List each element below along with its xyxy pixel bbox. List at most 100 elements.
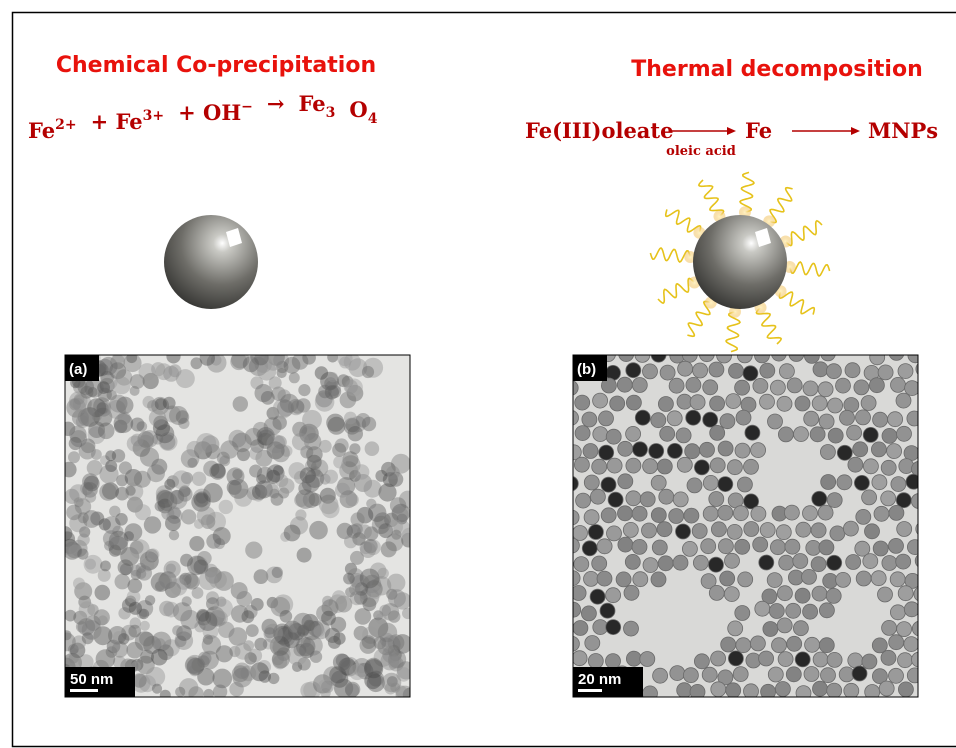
- nanoparticle: [931, 588, 946, 603]
- nanoparticle: [771, 346, 786, 361]
- nanoparticle: [923, 350, 938, 365]
- particle: [232, 433, 252, 453]
- nanoparticle: [852, 666, 867, 681]
- subscript: 3: [326, 105, 336, 121]
- panel-label: (b): [577, 361, 596, 378]
- nanoparticle: [733, 506, 748, 521]
- nanoparticle: [905, 381, 920, 396]
- nanoparticle: [606, 654, 621, 669]
- particle: [365, 658, 383, 676]
- nanoparticle: [803, 381, 818, 396]
- nanoparticle: [811, 523, 826, 538]
- nanoparticle: [606, 620, 621, 635]
- nanoparticle: [632, 539, 647, 554]
- nanoparticle: [819, 638, 834, 653]
- nanoparticle: [735, 443, 750, 458]
- particle: [344, 535, 357, 548]
- nanoparticle: [574, 457, 589, 472]
- equation-term: + Fe: [91, 109, 143, 134]
- particle: [382, 673, 402, 693]
- ligand-chain: [726, 312, 740, 352]
- nanoparticle: [896, 393, 911, 408]
- particle: [198, 612, 217, 631]
- particle: [349, 584, 360, 595]
- nanoparticle: [898, 586, 913, 601]
- particle: [131, 418, 145, 432]
- nanoparticle: [865, 524, 880, 539]
- particle: [272, 650, 290, 668]
- particle: [98, 615, 108, 625]
- particle: [96, 649, 116, 669]
- particle: [95, 585, 111, 601]
- nanoparticle: [660, 426, 675, 441]
- nanoparticle: [854, 475, 869, 490]
- nanoparticle: [846, 555, 861, 570]
- particle: [145, 595, 155, 605]
- nanoparticle: [667, 443, 682, 458]
- nanoparticle: [796, 686, 811, 701]
- nanoparticle: [856, 509, 871, 524]
- nanoparticle: [836, 572, 851, 587]
- nanoparticle: [660, 365, 675, 380]
- nanoparticle: [862, 654, 877, 669]
- nanoparticle: [891, 377, 906, 392]
- nanoparticle: [931, 363, 946, 378]
- particle: [232, 665, 249, 682]
- particle: [173, 602, 192, 621]
- nanoparticle: [882, 556, 897, 571]
- nanoparticle: [626, 458, 641, 473]
- nanoparticle: [652, 540, 667, 555]
- particle: [242, 610, 255, 623]
- particle: [78, 408, 96, 426]
- particle: [386, 466, 400, 480]
- nanoparticle: [572, 651, 587, 666]
- nanoparticle: [693, 363, 708, 378]
- nanoparticle: [930, 395, 945, 410]
- nanoparticle: [803, 506, 818, 521]
- nanoparticle: [670, 666, 685, 681]
- particle: [189, 536, 204, 551]
- particle: [219, 500, 233, 514]
- nanoparticle: [881, 491, 896, 506]
- particle: [163, 397, 176, 410]
- nanoparticle: [735, 539, 750, 554]
- particle: [204, 689, 214, 699]
- particle: [302, 410, 322, 430]
- nanoparticle: [581, 606, 596, 621]
- nanoparticle: [643, 558, 658, 573]
- nanoparticle: [736, 410, 751, 425]
- nanoparticle: [873, 541, 888, 556]
- particle: [376, 613, 387, 624]
- particle: [292, 353, 309, 370]
- nanoparticle: [907, 668, 922, 683]
- nanoparticle: [882, 428, 897, 443]
- nanoparticle: [744, 522, 759, 537]
- particle: [298, 482, 311, 495]
- particle: [326, 414, 344, 432]
- nanoparticle: [811, 557, 826, 572]
- nanoparticle: [819, 540, 834, 555]
- nanoparticle: [821, 668, 836, 683]
- nanoparticle: [718, 477, 733, 492]
- particle: [313, 625, 325, 637]
- nanoparticle: [820, 445, 835, 460]
- nanoparticle: [624, 585, 639, 600]
- particle: [152, 684, 162, 694]
- particle: [196, 433, 216, 453]
- nanoparticle: [573, 621, 588, 636]
- particle: [62, 540, 78, 556]
- particle: [99, 483, 117, 501]
- nanoparticle: [678, 361, 693, 376]
- nanoparticle: [584, 475, 599, 490]
- nanoparticle: [659, 489, 674, 504]
- nanoparticle: [862, 490, 877, 505]
- tem-image-a: [56, 346, 417, 704]
- nanoparticle: [819, 603, 834, 618]
- nanoparticle: [724, 587, 739, 602]
- particle: [113, 377, 131, 395]
- nanoparticle: [911, 494, 926, 509]
- nanoparticle: [784, 505, 799, 520]
- nanoparticle: [727, 460, 742, 475]
- nanoparticle: [574, 557, 589, 572]
- nanoparticle: [775, 682, 790, 697]
